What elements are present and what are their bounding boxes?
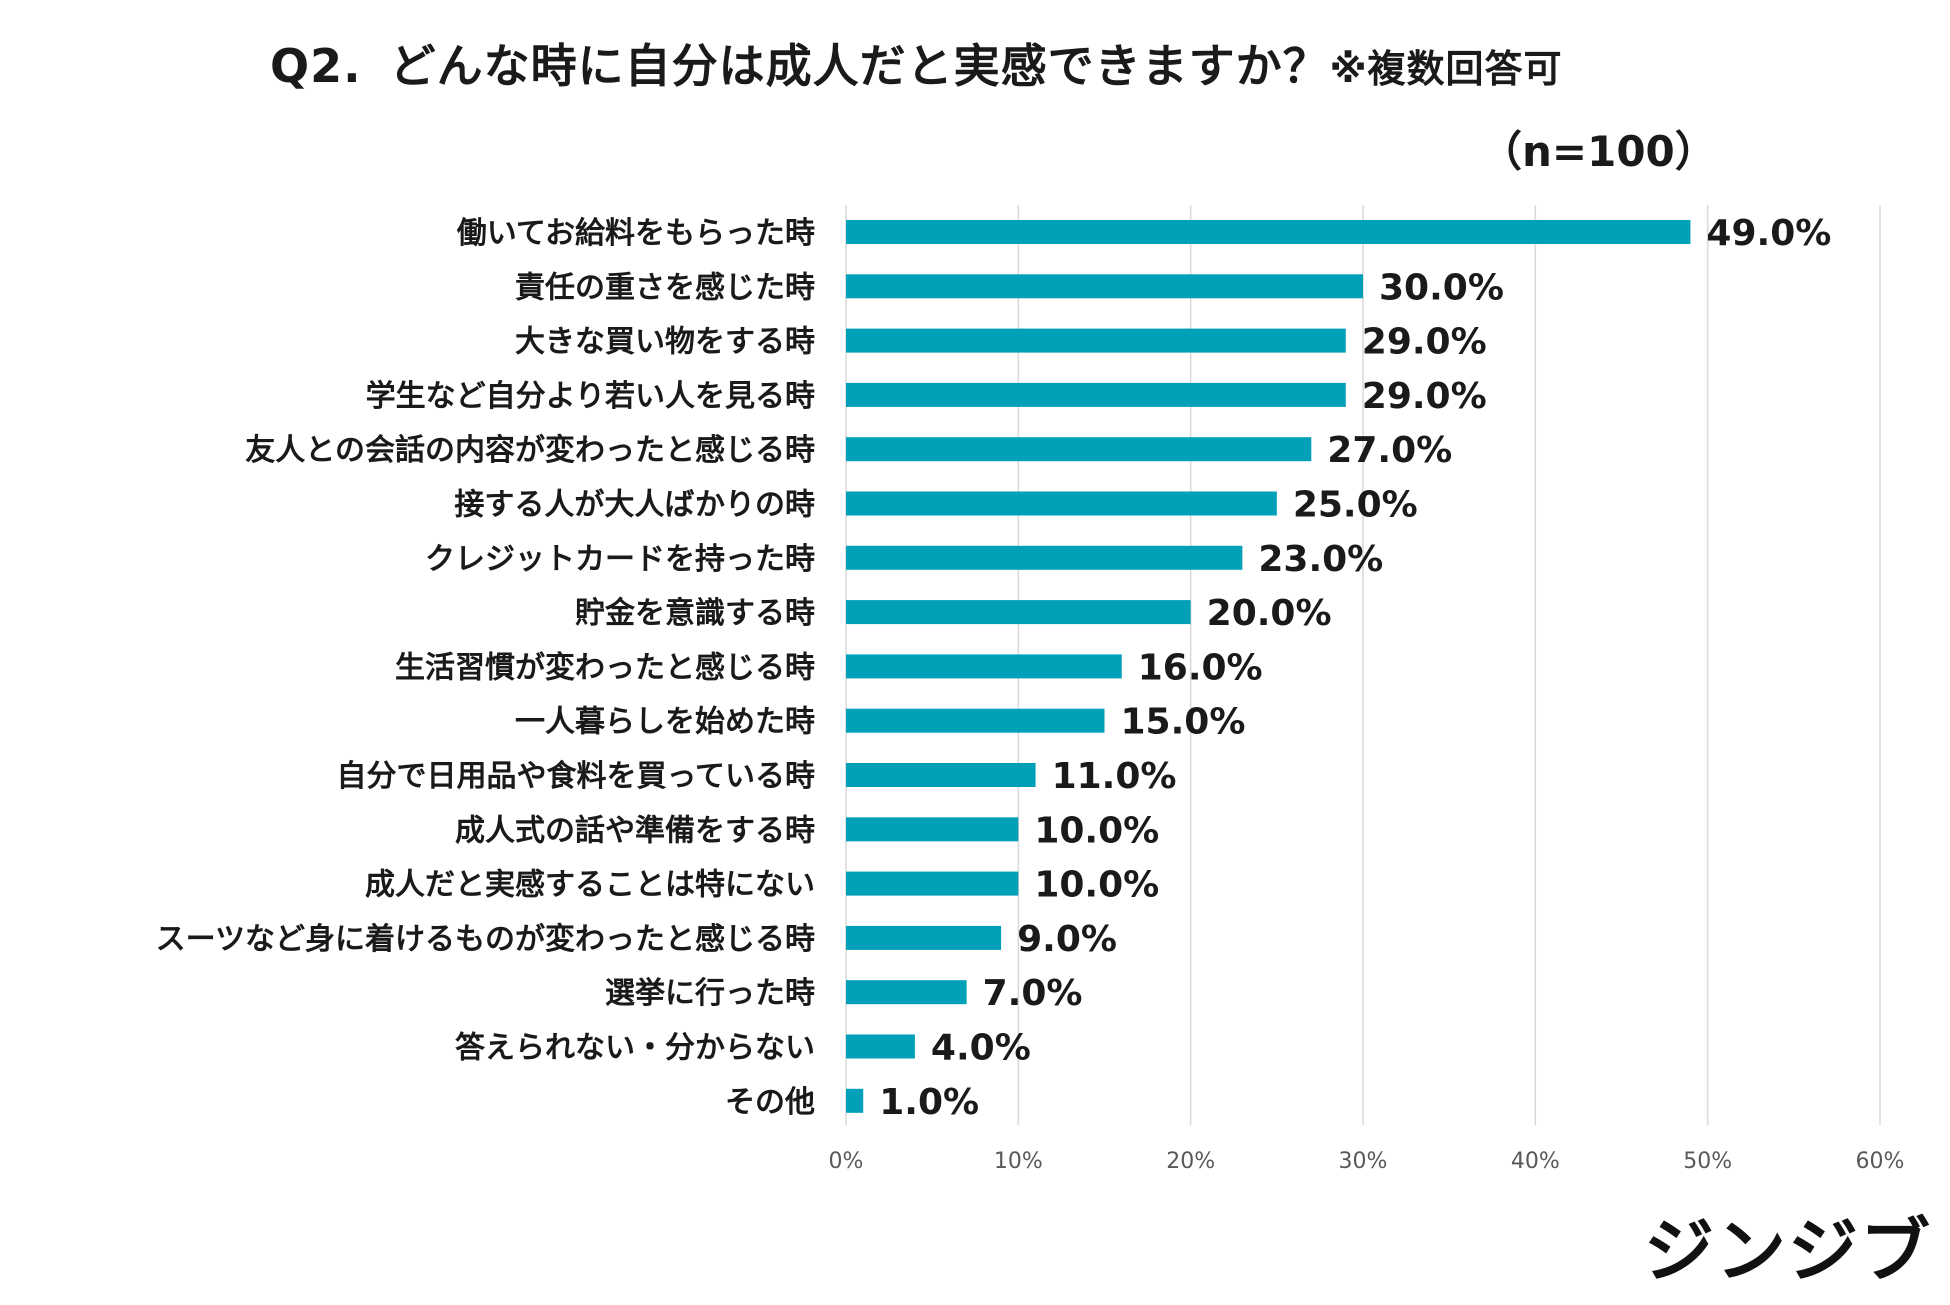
category-label: 選挙に行った時 (605, 976, 815, 1011)
x-tick-label: 40% (1511, 1149, 1560, 1174)
x-tick-label: 20% (1166, 1149, 1215, 1174)
bar (846, 763, 1036, 787)
data-label: 23.0% (1258, 539, 1383, 580)
category-label: 学生など自分より若い人を見る時 (366, 379, 815, 414)
category-label: 大きな買い物をする時 (515, 325, 815, 360)
data-label: 7.0% (983, 973, 1083, 1014)
data-label: 49.0% (1706, 213, 1831, 254)
data-label: 25.0% (1293, 485, 1418, 526)
data-label: 29.0% (1362, 322, 1487, 363)
category-label: 生活習慣が変わったと感じる時 (395, 650, 815, 685)
bar (846, 545, 1243, 570)
category-label: 一人暮らしを始めた時 (515, 705, 815, 740)
category-label: その他 (725, 1085, 815, 1120)
data-label: 4.0% (931, 1028, 1031, 1069)
bar (846, 817, 1019, 842)
bar (846, 1088, 864, 1113)
data-label: 1.0% (879, 1082, 979, 1123)
category-label: スーツなど身に着けるものが変わったと感じる時 (156, 922, 815, 957)
x-tick-label: 50% (1683, 1149, 1732, 1174)
category-label: 責任の重さを感じた時 (515, 270, 815, 305)
data-label: 10.0% (1034, 865, 1159, 906)
data-label: 20.0% (1207, 593, 1332, 634)
data-label: 16.0% (1138, 647, 1263, 688)
bar (846, 708, 1105, 733)
data-label: 10.0% (1034, 810, 1159, 851)
category-label: 成人式の話や準備をする時 (455, 813, 815, 848)
bar (846, 491, 1277, 516)
bar (846, 654, 1122, 679)
category-label: クレジットカードを持った時 (425, 542, 815, 577)
x-tick-label: 0% (829, 1149, 864, 1174)
chart-title: Q2. どんな時に自分は成人だと実感できますか？※複数回答可 (270, 30, 1563, 96)
bar (846, 600, 1191, 625)
bar (846, 437, 1312, 462)
category-label: 成人だと実感することは特にない (365, 868, 815, 903)
category-label: 自分で日用品や食料を買っている時 (337, 759, 816, 794)
question-number: Q2. (270, 39, 362, 93)
category-label: 答えられない・分からない (455, 1031, 815, 1066)
bar (846, 274, 1363, 299)
data-label: 30.0% (1379, 267, 1504, 308)
bar (846, 328, 1346, 353)
bar (846, 980, 967, 1005)
category-label: 貯金を意識する時 (575, 596, 815, 631)
category-label: 働いてお給料をもらった時 (456, 216, 815, 251)
x-tick-label: 10% (994, 1149, 1043, 1174)
data-label: 11.0% (1052, 756, 1177, 797)
bar (846, 382, 1346, 407)
data-label: 27.0% (1327, 430, 1452, 471)
category-label: 友人との会話の内容が変わったと感じる時 (245, 433, 815, 468)
category-label: 接する人が大人ばかりの時 (454, 488, 815, 523)
sample-size-label: （n=100） (1480, 127, 1717, 176)
data-label: 9.0% (1017, 919, 1117, 960)
x-tick-label: 30% (1339, 1149, 1388, 1174)
multiple-answer-note: ※複数回答可 (1329, 47, 1563, 91)
bar (846, 1034, 915, 1059)
bar (846, 220, 1691, 244)
bar (846, 871, 1019, 896)
data-label: 29.0% (1362, 376, 1487, 417)
data-label: 15.0% (1121, 702, 1246, 743)
brand-logo: ジンジブ (1644, 1210, 1932, 1292)
question-text: どんな時に自分は成人だと実感できますか？ (389, 39, 1330, 93)
bar (846, 925, 1002, 950)
x-tick-label: 60% (1856, 1149, 1905, 1174)
